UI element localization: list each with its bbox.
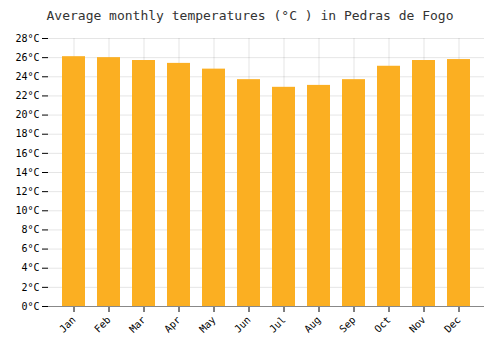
svg-text:26°C: 26°C bbox=[15, 52, 39, 63]
svg-text:28°C: 28°C bbox=[15, 33, 39, 44]
svg-text:18°C: 18°C bbox=[15, 128, 39, 139]
svg-text:Jun: Jun bbox=[232, 314, 253, 335]
html-text:Average monthly temperatures (: Average monthly temperatures (°C ) in Pe… bbox=[46, 8, 454, 23]
svg-text:Apr: Apr bbox=[162, 314, 183, 335]
svg-text:Dec: Dec bbox=[442, 314, 463, 335]
svg-text:6°C: 6°C bbox=[21, 243, 39, 254]
svg-text:8°C: 8°C bbox=[21, 224, 39, 235]
svg-text:Nov: Nov bbox=[407, 314, 428, 335]
svg-text:2°C: 2°C bbox=[21, 282, 39, 293]
svg-text:0°C: 0°C bbox=[21, 301, 39, 312]
svg-text:Jan: Jan bbox=[57, 314, 78, 335]
svg-text:16°C: 16°C bbox=[15, 148, 39, 159]
svg-text:12°C: 12°C bbox=[15, 186, 39, 197]
svg-text:Jul: Jul bbox=[267, 314, 288, 335]
svg-text:Feb: Feb bbox=[92, 314, 113, 335]
svg-text:Oct: Oct bbox=[372, 314, 393, 335]
svg-text:20°C: 20°C bbox=[15, 109, 39, 120]
svg-text:Sep: Sep bbox=[337, 314, 358, 335]
svg-text:22°C: 22°C bbox=[15, 90, 39, 101]
svg-text:May: May bbox=[197, 314, 218, 335]
svg-text:14°C: 14°C bbox=[15, 167, 39, 178]
svg-text:Mar: Mar bbox=[127, 314, 148, 335]
svg-text:4°C: 4°C bbox=[21, 262, 39, 273]
svg-text:10°C: 10°C bbox=[15, 205, 39, 216]
svg-text:Aug: Aug bbox=[302, 314, 323, 335]
svg-text:24°C: 24°C bbox=[15, 71, 39, 82]
